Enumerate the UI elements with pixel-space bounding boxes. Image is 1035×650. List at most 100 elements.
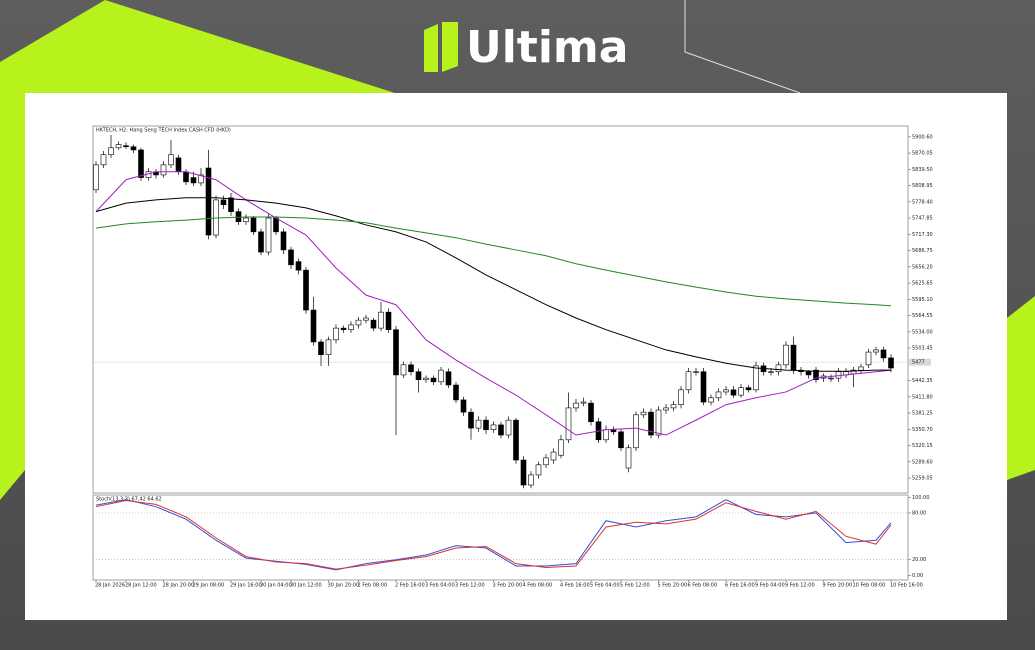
candle-body — [505, 419, 512, 436]
candle-body — [738, 387, 744, 396]
candle-body — [543, 457, 549, 466]
candle-body — [108, 147, 114, 156]
candle-body — [580, 401, 587, 404]
candle-body — [775, 364, 782, 373]
x-tick-label: 6 Feb 08:00 — [688, 583, 718, 589]
candle-body — [790, 344, 797, 371]
y-tick-label: 5564.55 — [912, 313, 933, 319]
candle-body — [460, 399, 467, 413]
x-tick-label: 5 Feb 04:00 — [590, 583, 620, 589]
candle-body — [100, 154, 107, 166]
deco-line — [684, 0, 801, 94]
x-tick-label: 3 Feb 04:00 — [425, 583, 455, 589]
moving-average — [95, 197, 891, 372]
candle-body — [723, 389, 729, 393]
candle-body — [745, 387, 752, 391]
x-tick-label: 4 Feb 08:00 — [523, 583, 553, 589]
candle-body — [805, 371, 812, 376]
candle-body — [453, 384, 459, 401]
candle-body — [670, 404, 677, 409]
candle-body — [835, 371, 842, 379]
candle-body — [648, 411, 654, 436]
candle-body — [603, 429, 609, 441]
candle-body — [393, 329, 399, 376]
candle-body — [288, 249, 294, 266]
stoch-line — [95, 499, 892, 570]
candle-body — [220, 199, 227, 206]
candle-body — [618, 431, 624, 449]
candle-body — [445, 371, 452, 386]
candle-body — [483, 419, 489, 431]
candle-body — [243, 217, 249, 223]
candle-body — [828, 377, 834, 380]
current-price-box — [909, 358, 931, 366]
candle-body — [663, 407, 669, 411]
candle-body — [123, 145, 129, 148]
candle-body — [513, 419, 519, 461]
stoch-label: Stoch(13,3,3) 67.42 64.62 — [96, 497, 162, 503]
x-tick-label: 30 Jan 20:00 — [328, 583, 360, 589]
candle-body — [190, 177, 197, 184]
accent-right — [1007, 296, 1035, 480]
candle-body — [280, 231, 287, 251]
x-tick-label: 30 Jan 12:00 — [290, 583, 322, 589]
candle-body — [528, 474, 534, 486]
candle-body — [610, 429, 617, 433]
stoch-tick-label: 20.00 — [912, 557, 926, 563]
candle-body — [468, 411, 474, 429]
candle-body — [573, 402, 579, 409]
y-tick-label: 5717.30 — [912, 232, 933, 238]
y-tick-label: 5503.45 — [912, 346, 933, 352]
candle-body — [715, 391, 722, 399]
plot-frame — [92, 125, 909, 494]
candle-body — [685, 371, 692, 391]
logo-text: Ultima — [466, 22, 628, 73]
y-tick-label: 5442.35 — [912, 378, 933, 384]
moving-average — [95, 216, 892, 307]
candle-body — [783, 344, 789, 366]
x-tick-label: 28 Jan 20:00 — [163, 583, 195, 589]
candle-body — [130, 146, 137, 151]
y-tick-label: 5747.85 — [912, 216, 933, 222]
candle-body — [430, 377, 437, 383]
y-tick-label: 5808.95 — [912, 183, 933, 189]
candle-body — [415, 371, 422, 381]
y-tick-label: 5381.25 — [912, 411, 933, 417]
stoch-tick-label: 0.00 — [912, 573, 923, 579]
stoch-tick-label: 100.00 — [912, 495, 930, 501]
candle-body — [250, 217, 257, 233]
candle-body — [93, 164, 99, 191]
candle-body — [355, 319, 362, 326]
y-tick-label: 5534.00 — [912, 329, 933, 335]
candle-body — [183, 171, 189, 183]
chart-title: HKTECH, H2: Hang Seng TECH Index CASH CF… — [96, 128, 231, 134]
current-price-label: 5477 — [912, 360, 925, 366]
y-tick-label: 5900.60 — [912, 134, 933, 140]
logo-icon — [442, 22, 458, 72]
candle-body — [363, 317, 369, 321]
y-tick-label: 5686.75 — [912, 248, 933, 254]
candle-body — [228, 197, 234, 212]
candle-body — [333, 327, 339, 341]
candle-body — [753, 365, 759, 391]
candle-body — [273, 217, 279, 233]
candle-body — [205, 167, 212, 236]
candle-body — [340, 327, 347, 331]
candle-body — [520, 459, 527, 486]
x-tick-label: 2 Feb 16:00 — [395, 583, 425, 589]
candle-body — [265, 217, 272, 253]
y-tick-label: 5839.50 — [912, 167, 933, 173]
candle-body — [558, 439, 564, 456]
candle-body — [565, 407, 572, 441]
y-tick-label: 5595.10 — [912, 297, 933, 303]
x-tick-label: 30 Jan 04:00 — [260, 583, 292, 589]
candle-body — [370, 319, 377, 329]
candle-body — [640, 411, 647, 416]
y-tick-label: 5259.05 — [912, 476, 933, 482]
x-tick-label: 2 Feb 08:00 — [358, 583, 388, 589]
y-tick-label: 5625.65 — [912, 281, 933, 287]
y-tick-label: 5870.05 — [912, 151, 933, 157]
logo: Ultima — [424, 22, 628, 73]
x-tick-label: 29 Jan 16:00 — [230, 583, 262, 589]
